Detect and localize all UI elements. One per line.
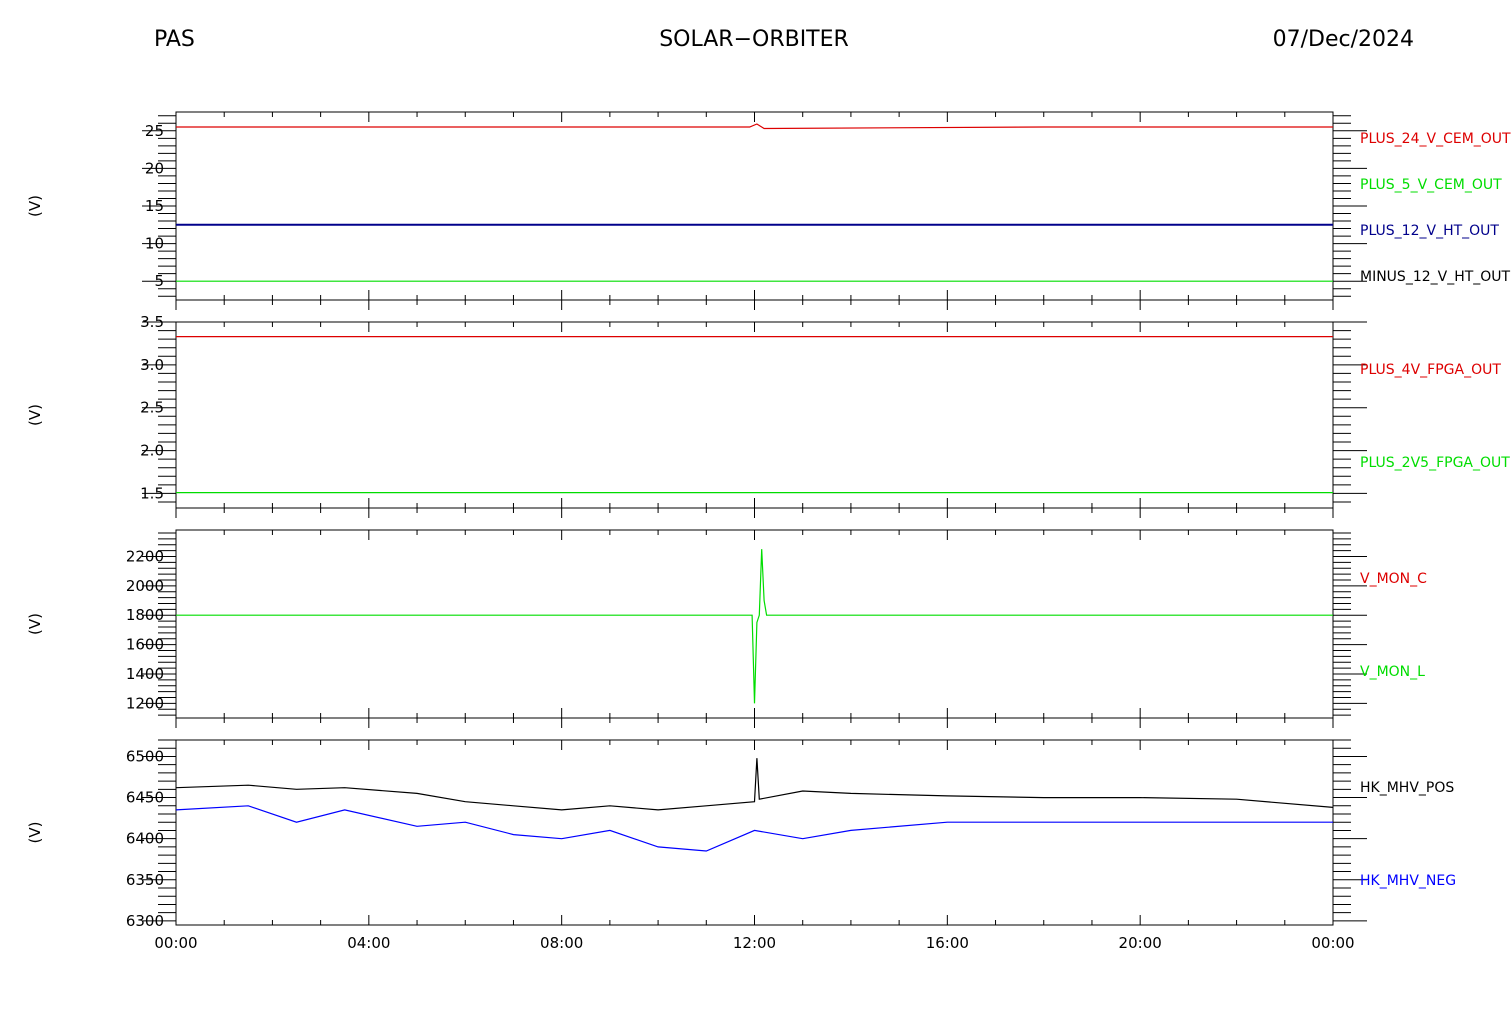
y-tick-label: 6450: [126, 789, 164, 807]
y-tick-label: 6400: [126, 830, 164, 848]
y-tick-label: 5: [154, 272, 164, 290]
series-label-plus-2v5-fpga-out: PLUS_2V5_FPGA_OUT: [1360, 455, 1510, 471]
series-label-plus-24-v-cem-out: PLUS_24_V_CEM_OUT: [1360, 131, 1511, 147]
panel-2: 1.5 2.0 2.5 3.0 3.5 (V) PLUS_4V_FPGA_OUT PLUS_2…: [26, 313, 1510, 518]
y-tick-label: 2.0: [140, 442, 164, 460]
x-tick-label: 00:00: [1311, 934, 1354, 952]
y-tick-label: 1600: [126, 636, 164, 654]
x-axis-tick-labels: 00:00 04:00 08:00 12:00 16:00 20:00 00:00: [154, 934, 1354, 952]
series-line-v-mon-l: [176, 549, 1333, 704]
x-tick-label: 00:00: [154, 934, 197, 952]
panel-1: 5 10 15 20 25 (V) PLUS_24_V_CEM_OUT PLUS_5_V_CE…: [26, 111, 1511, 310]
y-axis-label: (V): [26, 404, 44, 426]
panel-frame: [175, 739, 1334, 926]
y-tick-label: 2200: [126, 547, 164, 565]
series-line-hk-mhv-neg: [175, 805, 1333, 852]
y-tick-label: 2.5: [140, 399, 164, 417]
y-axis-label: (V): [26, 822, 44, 844]
y-tick-label: 25: [145, 122, 164, 140]
y-tick-label: 1200: [126, 694, 164, 712]
y-tick-label: 3.0: [140, 356, 164, 374]
y-tick-label: 2000: [126, 577, 164, 595]
y-tick-label: 1800: [126, 606, 164, 624]
y-tick-label: 15: [145, 197, 164, 215]
series-label-plus-4v-fpga-out: PLUS_4V_FPGA_OUT: [1360, 362, 1501, 378]
x-tick-label: 04:00: [347, 934, 390, 952]
x-tick-label: 08:00: [540, 934, 583, 952]
y-axis-label: (V): [26, 613, 44, 635]
y-tick-label: 20: [145, 159, 164, 177]
x-tick-label: 12:00: [733, 934, 776, 952]
x-tick-label: 16:00: [926, 934, 969, 952]
y-tick-label: 3.5: [140, 313, 164, 331]
series-label-hk-mhv-pos: HK_MHV_POS: [1360, 780, 1454, 796]
series-line-hk-mhv-pos: [175, 758, 1334, 811]
series-label-plus-12-v-ht-out: PLUS_12_V_HT_OUT: [1360, 223, 1499, 239]
x-tick-label: 20:00: [1119, 934, 1162, 952]
series-label-v-mon-l: V_MON_L: [1360, 664, 1425, 680]
series-label-plus-5-v-cem-out: PLUS_5_V_CEM_OUT: [1360, 177, 1502, 193]
series-label-minus-12-v-ht-out: MINUS_12_V_HT_OUT: [1360, 269, 1511, 285]
y-tick-label: 10: [145, 235, 164, 253]
y-tick-label: 1.5: [140, 484, 164, 502]
header-date: 07/Dec/2024: [1273, 27, 1414, 52]
y-axis-label: (V): [26, 195, 44, 217]
y-tick-label: 6350: [126, 871, 164, 889]
y-tick-label: 6500: [126, 747, 164, 765]
series-line-plus-24-v-cem-out: [176, 123, 1333, 130]
header-left: PAS: [154, 27, 195, 52]
y-tick-label: 6300: [126, 912, 164, 930]
series-label-hk-mhv-neg: HK_MHV_NEG: [1360, 873, 1456, 889]
panel-4: 6300 6350 6400 6450 6500 (V) HK_MHV_POS HK_MHV_…: [26, 739, 1456, 930]
panel-frame: [175, 111, 1334, 301]
series-label-v-mon-c: V_MON_C: [1360, 571, 1427, 587]
header-title: SOLAR−ORBITER: [659, 27, 849, 52]
y-tick-label: 1400: [126, 665, 164, 683]
panel-frame: [175, 321, 1334, 509]
panel-3: 1200 1400 1600 1800 2000 2200 (V) V_MON_C V_MON_…: [26, 529, 1427, 728]
